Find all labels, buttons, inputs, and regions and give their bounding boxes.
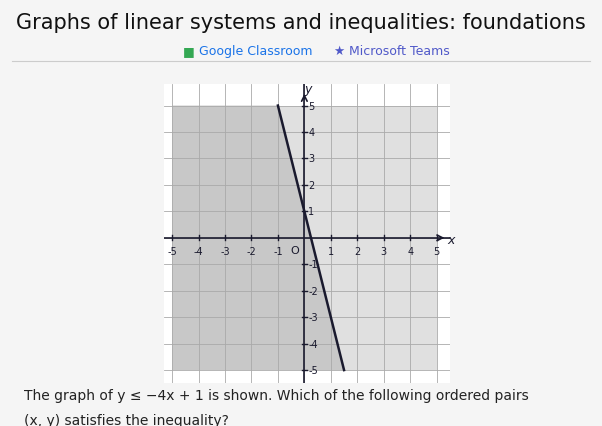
- Text: Microsoft Teams: Microsoft Teams: [349, 45, 450, 58]
- Text: 4: 4: [308, 128, 314, 138]
- Text: ★: ★: [334, 45, 349, 58]
- Text: -2: -2: [308, 286, 318, 296]
- Text: 1: 1: [327, 246, 334, 256]
- Text: -1: -1: [308, 260, 318, 270]
- Text: 1: 1: [308, 207, 314, 217]
- Text: x: x: [447, 233, 455, 246]
- Text: -5: -5: [308, 365, 318, 375]
- Text: Graphs of linear systems and inequalities: foundations: Graphs of linear systems and inequalitie…: [16, 13, 586, 33]
- Text: 2: 2: [354, 246, 361, 256]
- Text: -4: -4: [194, 246, 203, 256]
- Text: Google Classroom: Google Classroom: [199, 45, 312, 58]
- Text: -3: -3: [220, 246, 230, 256]
- Text: 5: 5: [433, 246, 439, 256]
- Text: 3: 3: [380, 246, 387, 256]
- Text: ■: ■: [183, 45, 199, 58]
- Text: 3: 3: [308, 154, 314, 164]
- Text: 4: 4: [407, 246, 413, 256]
- Text: -3: -3: [308, 312, 318, 322]
- Text: y: y: [305, 83, 312, 96]
- Text: -2: -2: [247, 246, 256, 256]
- Text: The graph of y ≤ −4x + 1 is shown. Which of the following ordered pairs: The graph of y ≤ −4x + 1 is shown. Which…: [24, 388, 529, 402]
- Polygon shape: [172, 106, 436, 370]
- Text: -4: -4: [308, 339, 318, 349]
- Text: -1: -1: [273, 246, 283, 256]
- Text: (x, y) satisfies the inequality?: (x, y) satisfies the inequality?: [24, 413, 229, 426]
- Text: 5: 5: [308, 101, 315, 111]
- Polygon shape: [172, 106, 344, 370]
- Text: 2: 2: [308, 181, 315, 190]
- Text: -5: -5: [167, 246, 177, 256]
- Text: O: O: [291, 246, 300, 256]
